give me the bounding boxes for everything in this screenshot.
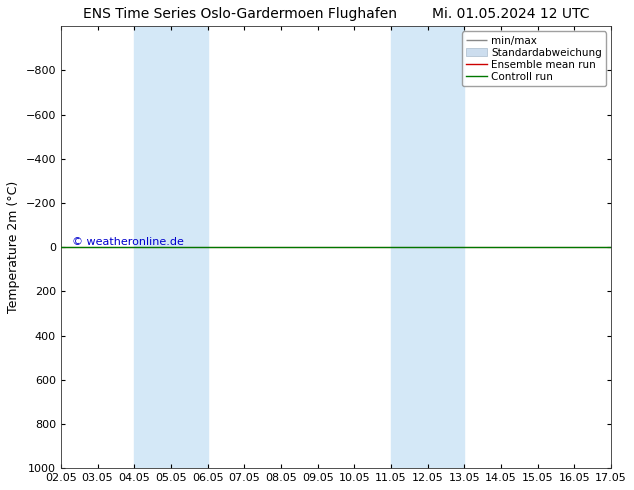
Title: ENS Time Series Oslo-Gardermoen Flughafen        Mi. 01.05.2024 12 UTC: ENS Time Series Oslo-Gardermoen Flughafe… xyxy=(83,7,589,21)
Bar xyxy=(134,26,207,468)
Y-axis label: Temperature 2m (°C): Temperature 2m (°C) xyxy=(7,181,20,314)
Bar xyxy=(391,26,465,468)
Legend: min/max, Standardabweichung, Ensemble mean run, Controll run: min/max, Standardabweichung, Ensemble me… xyxy=(462,31,606,86)
Text: © weatheronline.de: © weatheronline.de xyxy=(72,237,184,247)
